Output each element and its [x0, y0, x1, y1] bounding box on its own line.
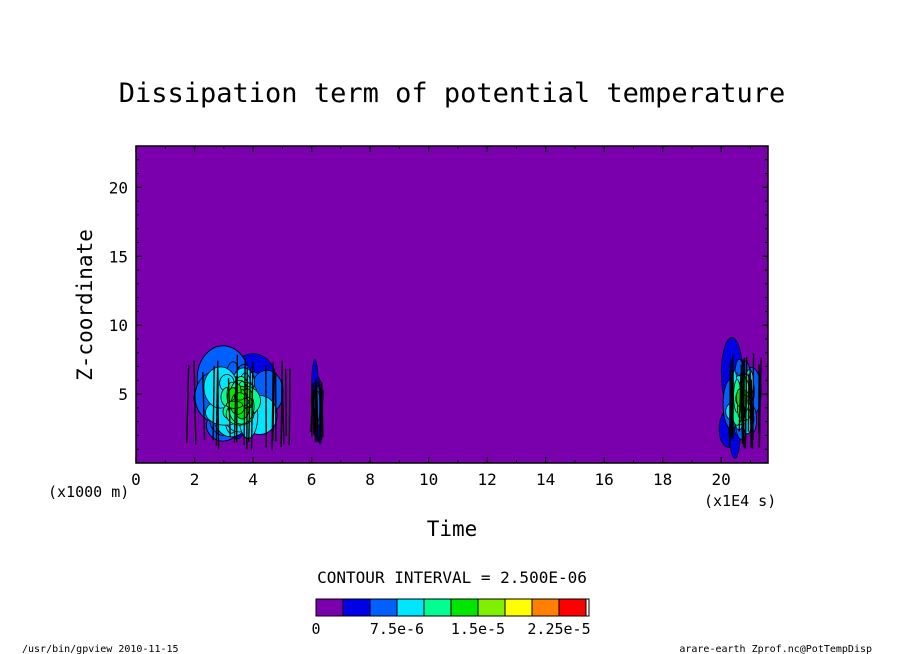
colorbar-swatch — [504, 598, 533, 617]
x-tick-label: 14 — [536, 470, 555, 489]
contour-line — [233, 376, 237, 444]
contour-line — [250, 361, 254, 451]
colorbar-level-label: 2.25e-5 — [527, 620, 590, 638]
contour-line — [246, 367, 248, 450]
colorbar-end — [585, 598, 590, 617]
x-tick-label: 10 — [419, 470, 438, 489]
contour-line — [321, 381, 324, 438]
x-tick-label: 20 — [712, 470, 731, 489]
contour-line — [202, 372, 206, 441]
contour-line — [235, 354, 239, 443]
contour-line — [284, 368, 288, 436]
contour-region — [186, 345, 291, 451]
colorbar-level-label: 0 — [311, 620, 320, 638]
colorbar-swatch — [369, 598, 398, 617]
colorbar-level-label: 7.5e-6 — [370, 620, 424, 638]
x-tick-label: 0 — [131, 470, 141, 489]
x-tick-label: 18 — [653, 470, 672, 489]
y-unit-label: (x1000 m) — [48, 483, 129, 501]
contour-interval-label: CONTOUR INTERVAL = 2.500E-06 — [317, 568, 587, 587]
contour-region — [718, 337, 762, 459]
y-tick-label: 5 — [118, 385, 128, 404]
contour-region — [310, 359, 324, 445]
plot-frame — [135, 145, 769, 464]
contour-line — [744, 356, 748, 449]
contour-line — [310, 382, 314, 432]
contour-cell — [225, 400, 243, 409]
y-tick-label: 20 — [109, 178, 128, 197]
contour-line — [212, 365, 215, 441]
colorbar-swatch — [450, 598, 479, 617]
contour-line — [747, 373, 750, 432]
footer-right: arare-earth_Zprof.nc@PotTempDisp — [679, 644, 872, 654]
colorbar-swatch — [531, 598, 560, 617]
x-axis-title: Time — [427, 517, 478, 541]
contour-line — [738, 381, 742, 432]
y-axis-title: Z-coordinate — [73, 229, 97, 381]
colorbar-swatch — [342, 598, 371, 617]
colorbar-swatch — [423, 598, 452, 617]
contour-line — [729, 362, 731, 446]
colorbar-swatch — [315, 598, 344, 617]
contour-line — [272, 368, 276, 442]
x-axis: 0 2 4 6 8 10 12 14 16 18 20 — [131, 146, 751, 489]
contour-line — [288, 368, 291, 446]
x-tick-label: 16 — [595, 470, 614, 489]
x-tick-label: 8 — [365, 470, 375, 489]
footer-left: /usr/bin/gpview 2010-11-15 — [22, 644, 179, 654]
colorbar-swatch — [558, 598, 587, 617]
x-unit-label: (x1E4 s) — [704, 492, 776, 510]
y-tick-label: 15 — [109, 247, 128, 266]
chart-title: Dissipation term of potential temperatur… — [119, 78, 785, 109]
contour-line — [758, 374, 761, 448]
x-tick-label: 2 — [190, 470, 200, 489]
contour-line — [741, 359, 745, 448]
contour-line — [186, 364, 190, 443]
contour-line — [193, 360, 197, 445]
contour-line — [265, 364, 267, 448]
x-tick-label: 12 — [477, 470, 496, 489]
colorbar-level-label: 1.5e-5 — [451, 620, 505, 638]
contour-line — [752, 353, 755, 441]
y-tick-label: 10 — [109, 316, 128, 335]
contour-line — [749, 372, 753, 449]
colorbar: 0 7.5e-6 1.5e-5 2.25e-5 — [311, 598, 591, 638]
contour-regions — [186, 337, 762, 459]
contour-line — [248, 370, 252, 443]
colorbar-swatch — [396, 598, 425, 617]
x-tick-label: 4 — [248, 470, 258, 489]
contour-line — [280, 360, 283, 447]
contour-line — [227, 378, 231, 437]
contour-line — [243, 358, 246, 445]
contour-line — [730, 380, 733, 441]
plot-area — [135, 145, 769, 464]
colorbar-swatch — [477, 598, 506, 617]
contour-line — [217, 367, 220, 450]
y-axis: 5 10 15 20 — [109, 159, 768, 450]
x-tick-label: 6 — [307, 470, 317, 489]
contour-line — [320, 387, 323, 440]
